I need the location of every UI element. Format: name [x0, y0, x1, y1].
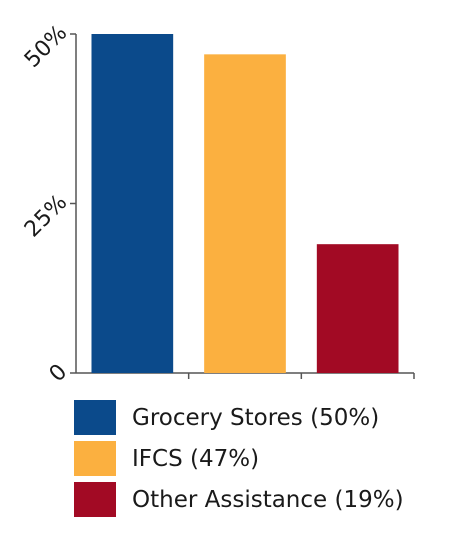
- legend-item-ifcs: IFCS (47%): [74, 441, 404, 476]
- legend-item-grocery-stores: Grocery Stores (50%): [74, 400, 404, 435]
- y-tick-label: 25%: [20, 190, 72, 242]
- legend: Grocery Stores (50%) IFCS (47%) Other As…: [74, 400, 404, 517]
- legend-swatch-other-assistance: [74, 482, 116, 517]
- legend-label-grocery-stores: Grocery Stores (50%): [132, 404, 380, 431]
- y-tick-label: 0: [45, 360, 73, 388]
- bar-other-assistance: [316, 244, 399, 373]
- legend-swatch-ifcs: [74, 441, 116, 476]
- bar-grocery-stores: [91, 34, 174, 373]
- legend-label-other-assistance: Other Assistance (19%): [132, 486, 404, 513]
- legend-swatch-grocery-stores: [74, 400, 116, 435]
- legend-item-other-assistance: Other Assistance (19%): [74, 482, 404, 517]
- bar-chart: 0 25% 50%: [20, 21, 415, 388]
- bars: [91, 34, 399, 374]
- bar-ifcs: [204, 54, 286, 374]
- y-tick-label: 50%: [20, 21, 72, 73]
- legend-label-ifcs: IFCS (47%): [132, 445, 260, 472]
